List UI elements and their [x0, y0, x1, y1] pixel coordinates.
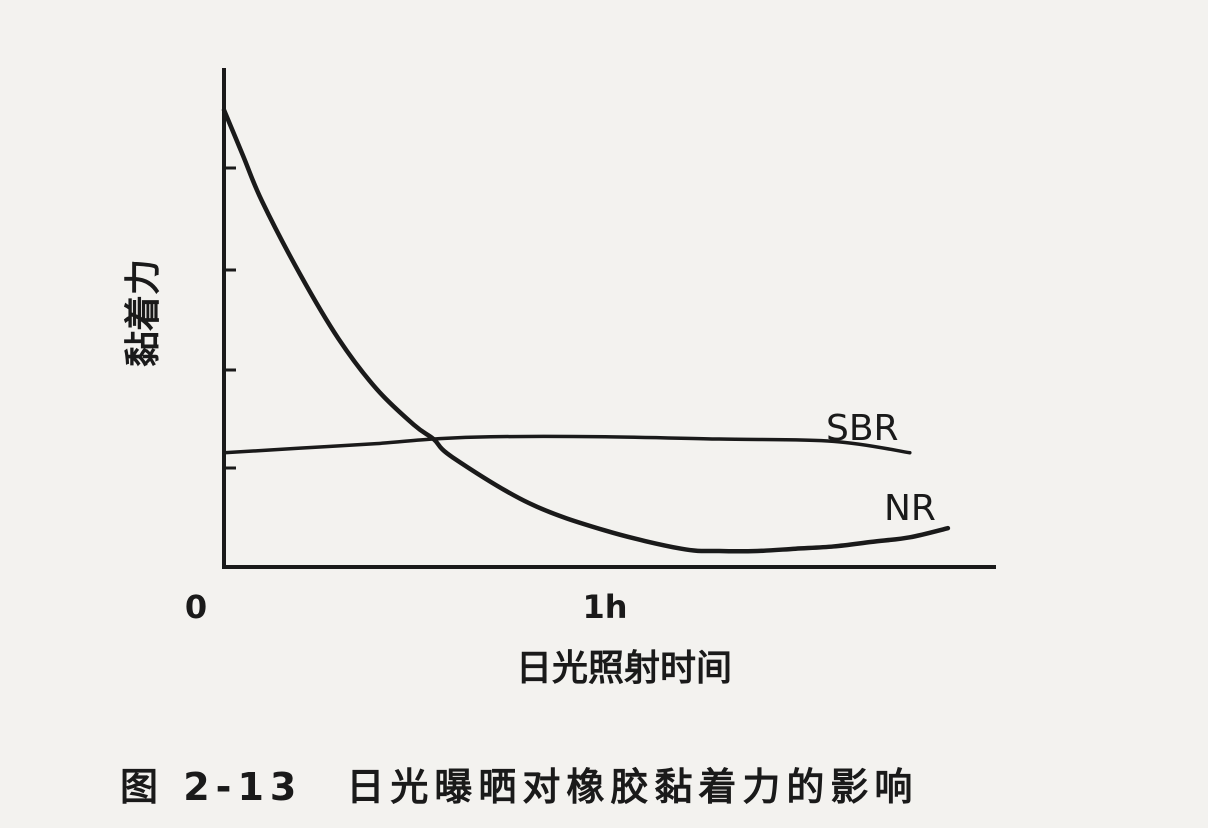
x-tick-label: 1h [582, 588, 627, 626]
series-line-nr [221, 107, 951, 554]
x-tick-label: 0 [185, 588, 207, 626]
x-axis-title: 日光照射时间 [516, 648, 732, 689]
figure-caption: 图 2-13 日光曝晒对橡胶黏着力的影响 [120, 765, 919, 809]
y-axis-ticks [224, 166, 236, 470]
series-label-sbr: SBR [826, 408, 899, 449]
y-axis-title: 黏着力 [123, 259, 164, 367]
series-lines [221, 107, 951, 554]
adhesion-chart: SBR NR 0 1h 日光照射时间 黏着力 [123, 68, 996, 689]
series-line-sbr [222, 434, 912, 455]
chart-labels: SBR NR 0 1h 日光照射时间 黏着力 [123, 259, 936, 689]
series-label-nr: NR [884, 488, 936, 529]
